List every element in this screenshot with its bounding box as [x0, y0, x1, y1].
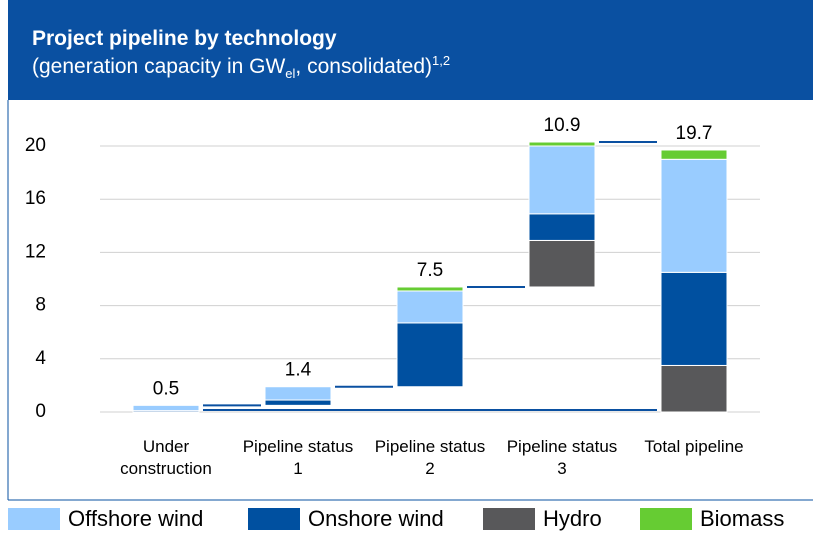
legend-swatch	[248, 508, 300, 530]
data-label: 10.9	[544, 115, 581, 136]
legend-item: Hydro	[483, 506, 602, 532]
data-label: 1.4	[285, 360, 312, 381]
bar-segment	[660, 364, 728, 413]
bar-segment	[396, 322, 464, 388]
y-tick-label: 4	[35, 348, 46, 369]
bar-segment	[132, 404, 200, 412]
bar-segment	[528, 213, 596, 241]
subtitle-text: , consolidated)	[295, 55, 433, 78]
x-tick-label: Pipeline status 2	[374, 437, 486, 478]
subtitle-text: (generation capacity in GW	[32, 55, 286, 78]
bar-segment	[528, 141, 596, 147]
bar-segment	[528, 239, 596, 288]
y-tick-label: 8	[35, 295, 46, 316]
data-label: 0.5	[153, 378, 179, 399]
bar-segment	[264, 386, 332, 401]
header: Project pipeline by technology (generati…	[8, 0, 813, 100]
y-tick-label: 20	[25, 135, 46, 156]
legend-item: Onshore wind	[248, 506, 444, 532]
legend-swatch	[640, 508, 692, 530]
subtitle-superscript: 1,2	[432, 53, 451, 68]
x-tick-label: Pipeline status 1	[242, 437, 354, 478]
y-tick-label: 0	[35, 401, 46, 422]
data-label: 19.7	[676, 123, 713, 144]
legend-swatch	[8, 508, 60, 530]
x-tick-label: Pipeline status 3	[506, 437, 618, 478]
chart-subtitle: (generation capacity in GWel, consolidat…	[32, 53, 450, 81]
subtitle-subscript: el	[285, 66, 296, 82]
legend-item: Biomass	[640, 506, 784, 532]
legend-swatch	[483, 508, 535, 530]
legend-label: Biomass	[700, 506, 785, 531]
legend-label: Offshore wind	[68, 506, 204, 531]
data-label: 7.5	[417, 260, 443, 281]
bar-segment	[396, 290, 464, 324]
legend-item: Offshore wind	[8, 506, 203, 532]
y-tick-label: 12	[25, 241, 46, 262]
chart-title: Project pipeline by technology	[32, 27, 337, 50]
bar-segment	[660, 149, 728, 160]
legend-label: Hydro	[543, 506, 602, 531]
bar-segment	[528, 145, 596, 215]
legend-label: Onshore wind	[308, 506, 444, 531]
x-tick-label: Total pipeline	[644, 437, 744, 456]
bar-segment	[660, 271, 728, 366]
y-tick-label: 16	[25, 188, 46, 209]
bar-segment	[660, 158, 728, 273]
x-tick-label: Under construction	[120, 437, 212, 478]
bar-segment	[264, 399, 332, 406]
bar-segment	[396, 286, 464, 292]
